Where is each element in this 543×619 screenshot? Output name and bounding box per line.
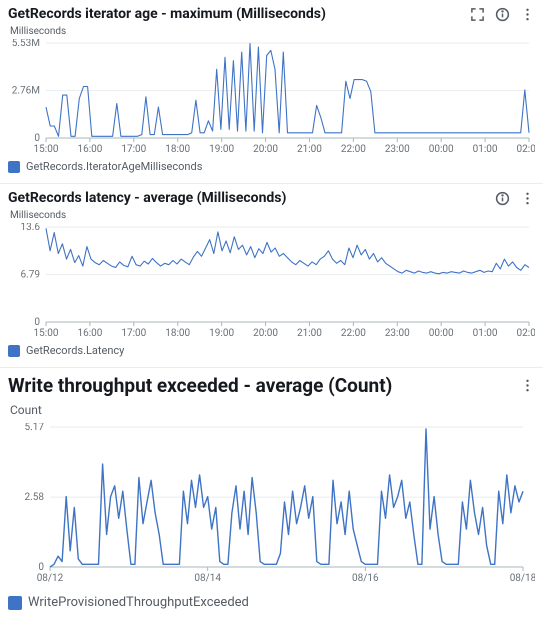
svg-text:08/16: 08/16 [352, 573, 379, 584]
svg-text:00:00: 00:00 [429, 144, 454, 155]
panel-write-throughput: Write throughput exceeded - average (Cou… [0, 368, 543, 618]
chart: 0 2.58 5.17 08/12 08/14 08/16 08/18 [8, 423, 535, 585]
svg-text:21:00: 21:00 [297, 328, 322, 339]
svg-text:2.76M: 2.76M [12, 86, 40, 97]
legend: WriteProvisionedThroughputExceeded [8, 595, 535, 610]
svg-text:16:00: 16:00 [77, 144, 102, 155]
svg-text:0: 0 [34, 317, 40, 328]
svg-text:13.6: 13.6 [21, 223, 41, 233]
info-icon[interactable] [495, 191, 510, 206]
svg-text:19:00: 19:00 [209, 144, 234, 155]
svg-text:22:00: 22:00 [341, 328, 366, 339]
svg-text:2.58: 2.58 [25, 492, 45, 503]
panel-header: GetRecords latency - average (Millisecon… [8, 190, 535, 206]
menu-icon[interactable] [520, 191, 535, 206]
yaxis-label: Count [10, 403, 535, 417]
svg-text:01:00: 01:00 [473, 144, 498, 155]
svg-text:17:00: 17:00 [121, 144, 146, 155]
svg-text:01:00: 01:00 [473, 328, 498, 339]
svg-text:5.17: 5.17 [25, 423, 45, 433]
legend-swatch [8, 345, 20, 357]
svg-text:08/14: 08/14 [194, 573, 221, 584]
info-icon[interactable] [495, 7, 510, 22]
svg-text:08/18: 08/18 [510, 573, 535, 584]
yaxis-label: Milliseconds [10, 210, 535, 221]
legend-label: WriteProvisionedThroughputExceeded [28, 595, 249, 610]
svg-text:21:00: 21:00 [297, 144, 322, 155]
svg-text:02:00: 02:00 [517, 328, 535, 339]
menu-icon[interactable] [520, 378, 535, 393]
svg-text:19:00: 19:00 [209, 328, 234, 339]
panel-latency: GetRecords latency - average (Millisecon… [0, 184, 543, 365]
svg-text:20:00: 20:00 [253, 144, 278, 155]
svg-text:5.53M: 5.53M [12, 39, 40, 49]
menu-icon[interactable] [520, 7, 535, 22]
legend-label: GetRecords.IteratorAgeMilliseconds [26, 160, 202, 173]
legend: GetRecords.Latency [8, 344, 535, 357]
panel-header: Write throughput exceeded - average (Cou… [8, 374, 535, 397]
panel-header-icons [470, 7, 535, 22]
svg-text:23:00: 23:00 [385, 328, 410, 339]
legend-label: GetRecords.Latency [26, 344, 124, 357]
svg-text:23:00: 23:00 [385, 144, 410, 155]
svg-text:18:00: 18:00 [165, 328, 190, 339]
expand-icon[interactable] [470, 7, 485, 22]
panel-title: GetRecords latency - average (Millisecon… [8, 190, 286, 206]
legend: GetRecords.IteratorAgeMilliseconds [8, 160, 535, 173]
panel-header: GetRecords iterator age - maximum (Milli… [8, 6, 535, 22]
legend-swatch [8, 596, 22, 610]
svg-text:22:00: 22:00 [341, 144, 366, 155]
svg-text:15:00: 15:00 [34, 144, 59, 155]
svg-text:6.79: 6.79 [21, 270, 41, 281]
svg-text:16:00: 16:00 [77, 328, 102, 339]
svg-text:18:00: 18:00 [165, 144, 190, 155]
panel-iterator-age: GetRecords iterator age - maximum (Milli… [0, 0, 543, 181]
svg-text:15:00: 15:00 [34, 328, 59, 339]
panel-header-icons [495, 191, 535, 206]
panel-title: GetRecords iterator age - maximum (Milli… [8, 6, 326, 22]
chart: 0 6.79 13.6 15:00 16:00 17:00 18:00 19:00 20:00 2… [8, 223, 535, 340]
panel-header-icons [520, 378, 535, 393]
legend-swatch [8, 161, 20, 173]
svg-text:00:00: 00:00 [429, 328, 454, 339]
yaxis-label: Milliseconds [10, 26, 535, 37]
svg-text:0: 0 [38, 562, 44, 573]
svg-text:08/12: 08/12 [37, 573, 64, 584]
svg-text:02:00: 02:00 [517, 144, 535, 155]
svg-text:20:00: 20:00 [253, 328, 278, 339]
panel-title: Write throughput exceeded - average (Cou… [8, 374, 392, 397]
chart: 0 2.76M 5.53M 15:00 16:00 17:00 18:00 19:00 20:0… [8, 39, 535, 156]
svg-text:0: 0 [34, 133, 40, 144]
svg-text:17:00: 17:00 [121, 328, 146, 339]
